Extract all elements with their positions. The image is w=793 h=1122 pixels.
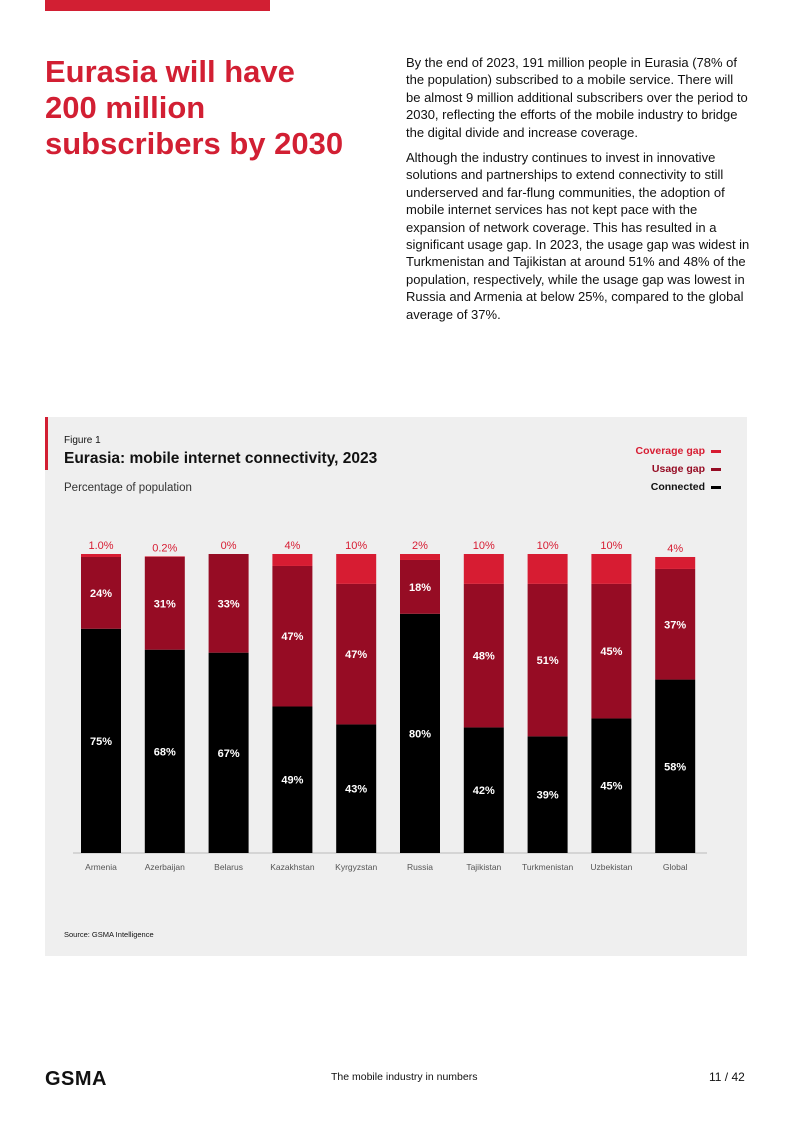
bar-value-label: 31%: [154, 598, 176, 610]
x-tick-label: Uzbekistan: [590, 862, 632, 872]
bar-coverage-gap: [336, 554, 377, 584]
bar-value-label: 47%: [345, 649, 367, 661]
paragraph: By the end of 2023, 191 million people i…: [406, 55, 748, 140]
bar-coverage-gap: [655, 556, 696, 569]
bar-connected: [463, 727, 504, 853]
legend-connected: Connected: [636, 478, 721, 496]
page-number: 11 / 42: [709, 1070, 745, 1084]
bar-coverage-gap: [463, 554, 504, 584]
bar-connected: [655, 679, 696, 853]
coverage-value-label: 2%: [412, 540, 428, 552]
x-tick-label: Belarus: [214, 862, 243, 872]
bar-connected: [81, 628, 121, 853]
legend-swatch: [711, 449, 721, 453]
x-tick-label: Turkmenistan: [522, 862, 573, 872]
bar-usage-gap: [81, 556, 121, 629]
bar-usage-gap: [400, 559, 440, 614]
bar-value-label: 43%: [345, 784, 367, 796]
figure-subtitle: Percentage of population: [64, 482, 192, 494]
bar-connected: [144, 649, 185, 853]
legend-label: Usage gap: [651, 463, 705, 475]
legend-coverage: Coverage gap: [636, 442, 721, 460]
bar-connected: [336, 724, 377, 853]
bar-value-label: 45%: [600, 646, 622, 658]
figure-title: Eurasia: mobile internet connectivity, 2…: [64, 450, 378, 467]
coverage-value-label: 10%: [600, 540, 622, 552]
bar-connected: [208, 652, 249, 853]
bar-value-label: 47%: [281, 631, 303, 643]
coverage-value-label: 0%: [221, 540, 237, 552]
bar-value-label: 67%: [218, 748, 240, 760]
footer-title: The mobile industry in numbers: [331, 1071, 478, 1083]
bar-value-label: 49%: [281, 775, 303, 787]
gsma-logo: GSMA: [45, 1068, 107, 1090]
chart-legend: Coverage gap Usage gap Connected: [636, 442, 721, 496]
bar-usage-gap: [591, 583, 632, 719]
bar-usage-gap: [463, 583, 504, 728]
figure-accent: [45, 417, 48, 470]
bar-value-label: 68%: [154, 746, 176, 758]
x-tick-label: Russia: [407, 862, 433, 872]
bar-value-label: 45%: [600, 781, 622, 793]
bar-coverage-gap: [400, 554, 440, 560]
bar-coverage-gap: [81, 554, 121, 557]
bar-connected: [591, 718, 632, 853]
top-accent-bar: [45, 0, 270, 11]
bar-coverage-gap: [527, 554, 568, 584]
bar-connected: [400, 613, 440, 853]
bar-value-label: 42%: [473, 785, 495, 797]
x-tick-label: Armenia: [85, 862, 117, 872]
coverage-value-label: 10%: [345, 540, 367, 552]
legend-label: Connected: [650, 481, 705, 493]
bar-value-label: 33%: [218, 598, 240, 610]
x-tick-label: Azerbaijan: [145, 862, 185, 872]
coverage-value-label: 10%: [473, 540, 495, 552]
bar-value-label: 51%: [537, 655, 559, 667]
x-tick-label: Global: [663, 862, 688, 872]
bar-value-label: 48%: [473, 651, 495, 663]
legend-label: Coverage gap: [635, 445, 705, 457]
bar-value-label: 18%: [409, 582, 431, 594]
bar-value-label: 80%: [409, 728, 431, 740]
bar-value-label: 75%: [90, 736, 112, 748]
bar-usage-gap: [144, 556, 185, 650]
bar-usage-gap: [272, 565, 313, 707]
body-text: By the end of 2023, 191 million people i…: [406, 54, 751, 331]
figure-panel: Figure 1 Eurasia: mobile internet connec…: [45, 417, 747, 956]
x-tick-label: Kyrgyzstan: [335, 862, 377, 872]
coverage-value-label: 4%: [284, 540, 300, 552]
bar-connected: [272, 706, 313, 853]
legend-usage: Usage gap: [636, 460, 721, 478]
bar-usage-gap: [208, 554, 249, 653]
coverage-value-label: 1.0%: [88, 540, 113, 552]
coverage-value-label: 4%: [667, 543, 683, 555]
coverage-value-label: 10%: [537, 540, 559, 552]
x-tick-label: Kazakhstan: [270, 862, 315, 872]
bar-value-label: 39%: [537, 790, 559, 802]
coverage-value-label: 0.2%: [152, 542, 177, 554]
stacked-bar-chart: 75% 24% 1.0% Armenia 68% 31% 0.2% Azerbaijan 67%…: [73, 540, 707, 872]
paragraph: Although the industry continues to inves…: [406, 150, 750, 322]
bar-value-label: 24%: [90, 588, 112, 600]
bar-coverage-gap: [144, 556, 185, 557]
bar-value-label: 58%: [664, 761, 686, 773]
x-tick-label: Tajikistan: [466, 862, 501, 872]
bar-usage-gap: [527, 583, 568, 737]
legend-swatch: [711, 485, 721, 489]
figure-label: Figure 1: [64, 435, 101, 446]
bar-usage-gap: [655, 568, 696, 680]
bar-coverage-gap: [591, 554, 632, 584]
page-headline: Eurasia will have 200 million subscriber…: [45, 54, 344, 161]
legend-swatch: [711, 467, 721, 471]
bar-connected: [527, 736, 568, 853]
figure-source: Source: GSMA Intelligence: [64, 930, 154, 939]
bar-coverage-gap: [272, 554, 313, 566]
bar-usage-gap: [336, 583, 377, 725]
bar-value-label: 37%: [664, 619, 686, 631]
